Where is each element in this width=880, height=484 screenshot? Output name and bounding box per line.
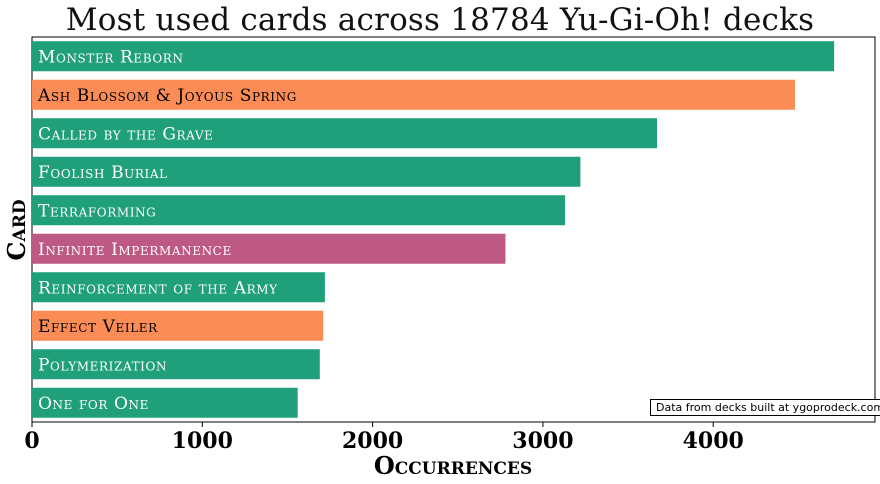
bar-label: Terraforming (38, 201, 156, 221)
bar (32, 349, 320, 380)
x-tick-label: 2000 (342, 428, 403, 454)
x-ticks-group: 0 1000 2000 3000 4000 (24, 422, 744, 454)
bar (32, 41, 835, 72)
plot-frame (31, 36, 876, 423)
bar-label: Called by the Grave (38, 124, 213, 144)
bar (32, 272, 325, 303)
x-tick-label: 1000 (172, 428, 233, 454)
bar (32, 156, 581, 187)
y-axis-label: Card (2, 199, 31, 260)
bar (32, 310, 324, 341)
bar (32, 79, 795, 110)
bar (32, 195, 566, 226)
chart-title: Most used cards across 18784 Yu-Gi-Oh! d… (65, 2, 815, 38)
x-tick-label: 3000 (512, 428, 573, 454)
x-tick-label: 0 (24, 428, 39, 454)
bar (32, 387, 298, 418)
bar (32, 233, 506, 264)
bar-label: Infinite Impermanence (38, 240, 232, 260)
bar-label: Effect Veiler (38, 317, 158, 337)
bar-label: Reinforcement of the Army (38, 278, 278, 298)
data-source-note: Data from decks built at ygoprodeck.com (650, 399, 880, 416)
bar-label: Monster Reborn (38, 47, 184, 67)
bar-label: One for One (38, 394, 149, 414)
bar-label: Foolish Burial (38, 163, 168, 183)
bar (32, 118, 658, 149)
bar-label: Polymerization (38, 355, 167, 375)
x-tick-label: 4000 (683, 428, 744, 454)
bars-group: Monster Reborn Ash Blossom & Joyous Sprin… (32, 41, 835, 418)
x-axis-label: Occurrences (374, 451, 532, 480)
bar-label: Ash Blossom & Joyous Spring (37, 86, 297, 106)
